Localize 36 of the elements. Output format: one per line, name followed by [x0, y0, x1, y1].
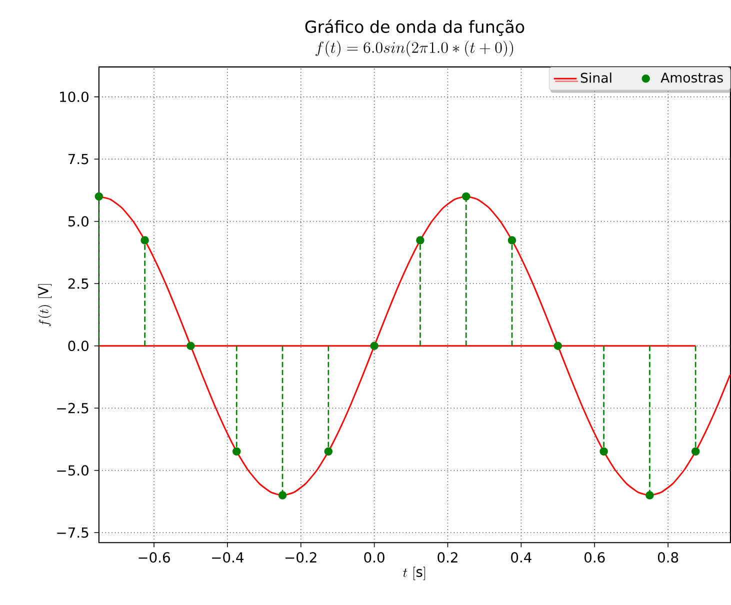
legend-label: Amostras [660, 72, 723, 83]
point [324, 448, 333, 456]
y-tick-label: −2.5 [57, 403, 88, 414]
point [691, 448, 700, 456]
legend-label: Sinal [580, 72, 612, 84]
point [186, 342, 195, 350]
y-tick-label: −7.5 [57, 528, 88, 538]
point [140, 236, 149, 245]
point [600, 448, 608, 456]
y-axis-title: $f(t)\ [\mathrm{V}]$ [38, 284, 52, 326]
y-tick-label: 10.0 [60, 92, 88, 102]
point [554, 342, 562, 350]
point [462, 192, 470, 201]
y-tick-label: 7.5 [68, 154, 88, 164]
y-tick-label: 0.0 [68, 340, 88, 352]
point [94, 192, 104, 201]
x-axis-title: $t\ [\mathrm{s}]$ [403, 567, 426, 580]
point [370, 342, 378, 350]
point [416, 236, 424, 245]
point [508, 236, 516, 245]
x-tick-label: 0.4 [511, 552, 532, 563]
chart-subtitle: $f(t) = 6.0 sin(2\pi 1.0 \ast (t+0))$ [316, 40, 514, 57]
y-tick-label: 2.5 [68, 278, 88, 290]
y-tick-label: −5.0 [57, 465, 88, 476]
x-tick-label: −0.4 [212, 552, 244, 563]
y-tick-label: 5.0 [68, 216, 88, 227]
x-tick-label: 0.8 [658, 552, 678, 563]
x-tick-label: −0.6 [138, 552, 170, 563]
x-tick-label: 0.0 [364, 552, 384, 563]
point [278, 491, 287, 500]
x-tick-label: 0.6 [584, 552, 605, 563]
x-tick-label: 0.2 [438, 552, 458, 563]
point [232, 448, 241, 456]
point [646, 491, 654, 500]
x-tick-label: −0.2 [286, 552, 316, 563]
chart-title: Gráfico de onda da função [305, 20, 524, 36]
